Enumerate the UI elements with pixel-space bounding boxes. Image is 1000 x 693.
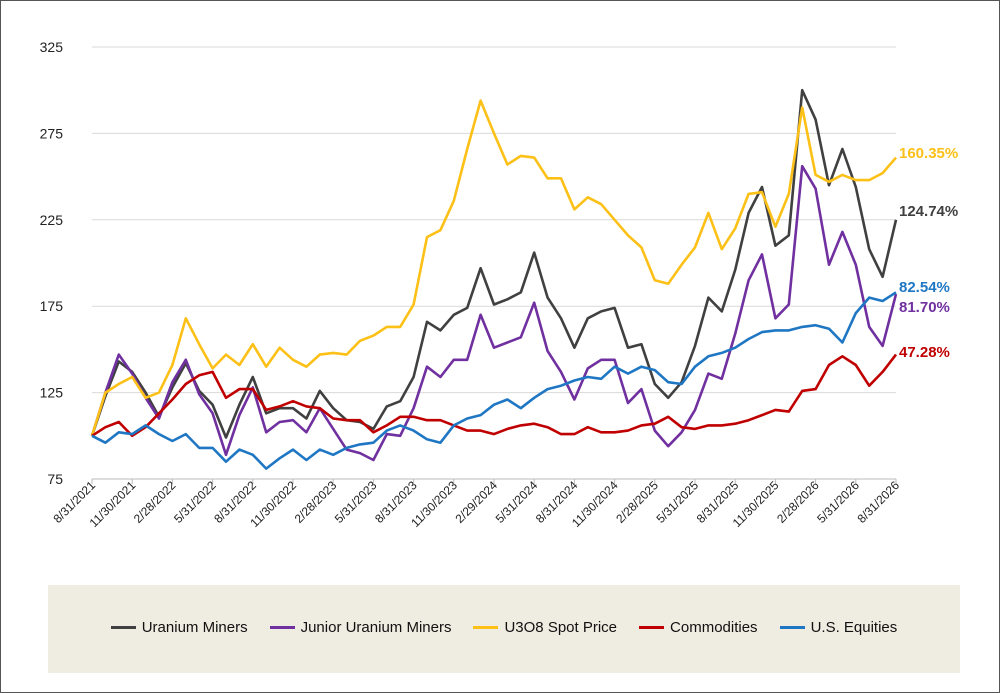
x-tick-label: 2/28/2022: [131, 478, 179, 526]
legend-swatch: [779, 626, 805, 629]
series-lines: [90, 88, 898, 470]
gridlines: [92, 46, 896, 394]
y-tick-label: 125: [40, 385, 64, 401]
legend-item-u3o8-spot-price: U3O8 Spot Price: [473, 619, 617, 636]
legend-label: Uranium Miners: [141, 619, 248, 636]
legend-swatch: [269, 626, 295, 629]
legend-swatch: [473, 626, 499, 629]
legend-item-us-equities: U.S. Equities: [779, 619, 898, 636]
x-tick-label: 2/28/2026: [774, 478, 822, 526]
line-chart: 325 275 225 175 125 75 8/31/202111/30/20212/2…: [40, 39, 959, 530]
x-tick-label: 5/31/2024: [493, 478, 541, 526]
end-label-commodities: 47.28%: [899, 344, 950, 361]
y-tick-label: 325: [40, 39, 64, 55]
legend-swatch: [639, 626, 665, 629]
legend-label: U3O8 Spot Price: [504, 619, 618, 636]
y-tick-label: 275: [40, 125, 64, 141]
y-tick-label: 75: [47, 471, 63, 487]
end-label-u-s-equities: 82.54%: [899, 279, 950, 296]
legend-item-commodities: Commodities: [639, 619, 758, 636]
y-tick-label: 225: [40, 212, 64, 228]
legend-item-uranium-miners: Uranium Miners: [110, 619, 248, 636]
end-value-labels: 124.74% 81.70% 160.35% 47.28% 82.54%: [899, 145, 958, 361]
legend-label: Junior Uranium Miners: [300, 619, 452, 636]
x-tick-label: 2/29/2024: [452, 478, 500, 526]
x-tick-label: 8/31/2026: [854, 478, 902, 526]
end-label-junior-uranium-miners: 81.70%: [899, 299, 950, 316]
series-line-junior-uranium-miners: [90, 164, 898, 462]
x-tick-label: 5/31/2026: [814, 478, 862, 526]
x-tick-label: 2/28/2025: [613, 478, 661, 526]
x-axis-ticks: 8/31/202111/30/20212/28/20225/31/20228/3…: [50, 478, 902, 530]
series-line-uranium-miners: [90, 88, 898, 439]
end-label-uranium-miners: 124.74%: [899, 203, 958, 220]
x-tick-label: 5/31/2023: [332, 478, 380, 526]
series-line-u3o8-spot-price: [90, 99, 897, 437]
series-line-commodities: [91, 353, 898, 438]
x-tick-label: 5/31/2025: [653, 478, 701, 526]
legend-row: Uranium Miners Junior Uranium Miners U3O…: [48, 619, 960, 636]
legend: Uranium Miners Junior Uranium Miners U3O…: [48, 585, 960, 673]
legend-label: U.S. Equities: [810, 619, 898, 636]
legend-swatch: [110, 626, 136, 629]
y-axis-ticks: 325 275 225 175 125 75: [40, 39, 64, 487]
legend-label: Commodities: [670, 619, 758, 636]
legend-item-junior-uranium-miners: Junior Uranium Miners: [269, 619, 452, 636]
end-label-u3o8-spot-price: 160.35%: [899, 145, 958, 162]
y-tick-label: 175: [40, 298, 64, 314]
x-tick-label: 5/31/2022: [171, 478, 219, 526]
x-tick-label: 2/28/2023: [292, 478, 340, 526]
series-line-u-s-equities: [91, 291, 897, 470]
